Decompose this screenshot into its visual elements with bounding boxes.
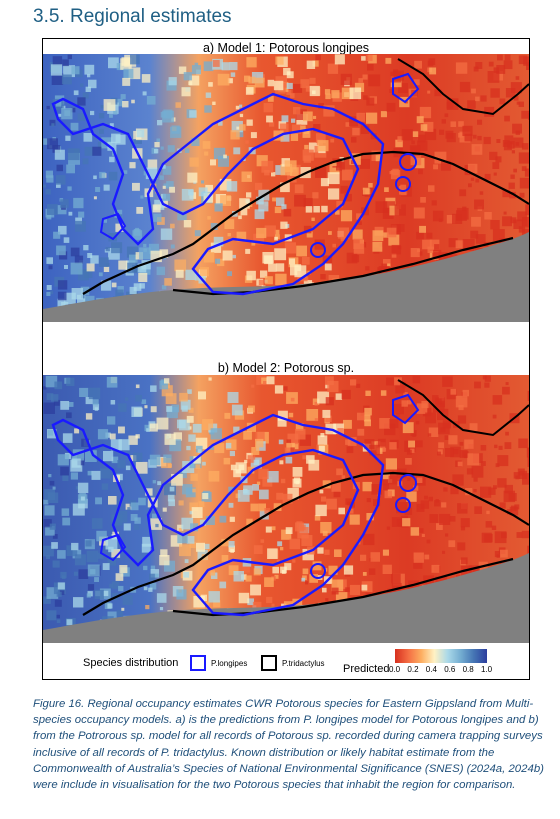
- figure-frame: a) Model 1: Potorous longipes b) Model 2…: [42, 38, 530, 680]
- panel-a-map: [43, 54, 529, 322]
- legend-longipes-swatch: [190, 655, 206, 671]
- panel-b-title: b) Model 2: Potorous sp.: [217, 361, 355, 375]
- legend-tick-label: 0.2: [407, 665, 419, 674]
- legend-predicted-title: Predicted: [343, 663, 390, 675]
- legend-tick-label: 0.4: [425, 665, 437, 674]
- legend-tridactylus-swatch: [261, 655, 277, 671]
- legend-colorbar: [395, 649, 487, 663]
- legend-tick-label: 0.6: [444, 665, 456, 674]
- legend-tick-label: 0.0: [389, 665, 401, 674]
- legend-tick-label: 0.8: [462, 665, 474, 674]
- section-heading: 3.5. Regional estimates: [33, 6, 232, 27]
- legend-tick-label: 1.0: [481, 665, 493, 674]
- legend: Species distribution P.longipes P.tridac…: [43, 646, 529, 676]
- legend-longipes-label: P.longipes: [211, 659, 248, 668]
- panel-b-map: [43, 375, 529, 643]
- panel-a-title: a) Model 1: Potorous longipes: [202, 41, 370, 55]
- legend-tridactylus-label: P.tridactylus: [282, 659, 325, 668]
- figure-caption: Figure 16. Regional occupancy estimates …: [33, 698, 544, 792]
- legend-species-title: Species distribution: [83, 657, 179, 669]
